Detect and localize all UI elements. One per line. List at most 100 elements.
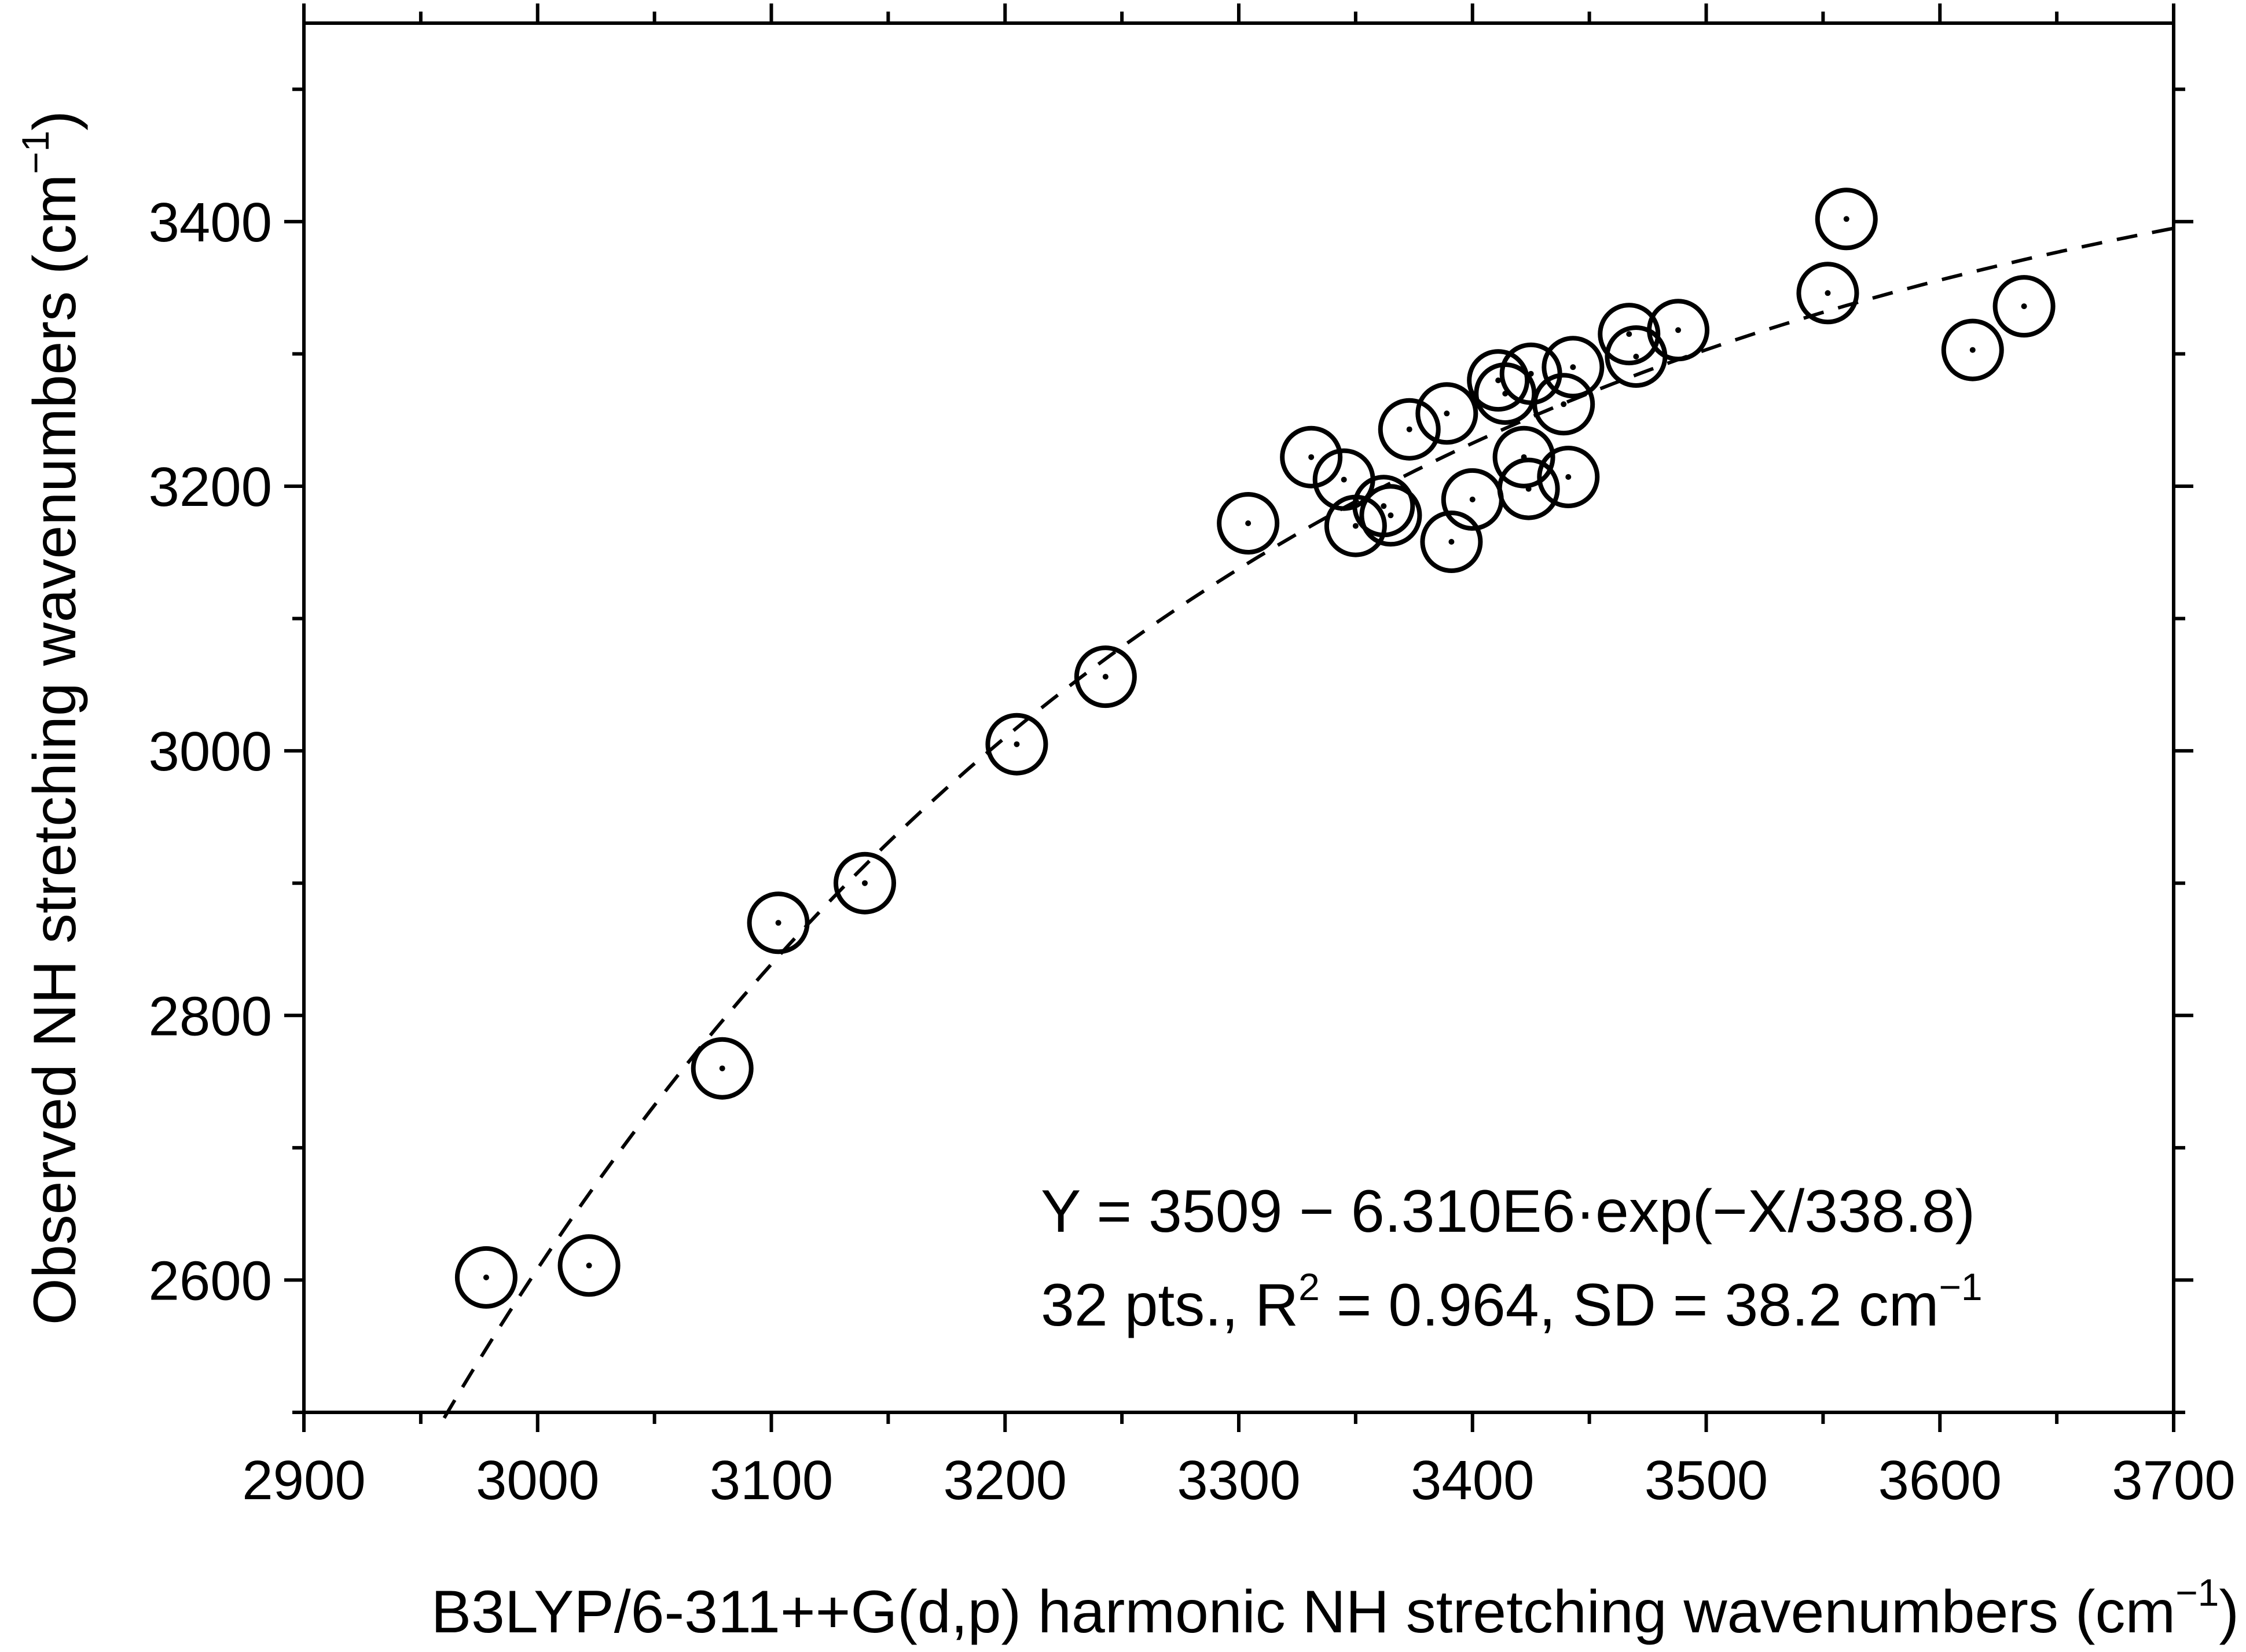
data-point-center [1633,354,1639,359]
data-point-center [1528,370,1534,377]
y-tick-label: 2600 [148,1250,272,1312]
data-point-ring [834,851,896,915]
data-point-ring [1492,425,1555,489]
data-point [1420,511,1483,573]
x-axis-title: B3LYP/6-311++G(d,p) harmonic NH stretchi… [431,1571,2239,1646]
data-point-ring [1280,425,1343,489]
data-point [1815,188,1878,251]
data-point-ring [1467,349,1530,412]
data-point-center [1406,426,1412,432]
data-point [1415,382,1478,445]
data-point-ring [985,713,1048,776]
data-point-center [862,880,868,886]
data-point-center [2021,303,2027,310]
data-point-center [1381,503,1387,509]
data-point [454,1246,518,1309]
x-tick-label: 3200 [943,1449,1067,1511]
data-point-ring [1815,188,1878,251]
data-point-ring [1542,336,1605,399]
data-point-center [775,920,781,926]
data-point-ring [557,1234,621,1297]
y-axis-title: Observed NH stretching wavenumbers (cm−1… [14,111,89,1325]
data-point [1280,425,1343,489]
x-tick-label: 3600 [1878,1449,2002,1511]
data-point-center [1969,347,1976,353]
data-point-center [1525,486,1532,492]
data-point-center [1825,290,1831,296]
data-point-center [1444,410,1450,417]
data-point-ring [1420,511,1483,573]
y-tick-label: 2800 [148,985,272,1047]
data-point-center [1245,520,1252,526]
data-point-ring [1537,446,1600,508]
data-point [985,713,1048,776]
data-point-center [483,1274,489,1280]
data-point-center [1495,377,1502,384]
data-point [834,851,896,915]
data-point-ring [1415,382,1478,445]
data-point [1074,645,1137,708]
data-point-center [1352,523,1359,529]
data-point-ring [1352,475,1415,538]
data-point [1537,446,1600,508]
data-point-center [1561,401,1567,408]
data-point [1542,336,1605,399]
x-tick-label: 3300 [1177,1449,1301,1511]
data-point-center [1341,476,1347,483]
data-point [1605,325,1668,388]
data-point-ring [1941,318,2004,381]
data-point-center [1626,331,1632,337]
y-tick-label: 3200 [148,456,272,518]
data-point [1992,275,2056,338]
data-point [1796,262,1859,325]
data-point-center [1675,327,1682,333]
data-point-ring [1796,262,1859,325]
data-point-ring [1598,303,1661,366]
data-point-center [586,1262,592,1269]
x-tick-label: 3400 [1411,1449,1535,1511]
data-point-center [1014,741,1020,747]
data-point-center [1308,454,1315,460]
data-point [1497,457,1560,520]
data-point [691,1037,754,1100]
data-point-ring [1497,457,1560,520]
data-point-center [1388,512,1394,519]
data-point-ring [1378,398,1441,461]
data-point-ring [454,1246,518,1309]
data-point [1378,398,1441,461]
axis-tick-labels: 2900 3000 3100 3200 3300 3400 3500 3600 3700 2600… [148,192,2235,1511]
data-point-ring [1647,299,1710,362]
data-point-ring [1532,373,1595,436]
data-point-ring [1992,275,2056,338]
data-point [557,1234,621,1297]
data-point-ring [1074,645,1137,708]
data-point [747,891,810,955]
data-point-center [1102,674,1109,680]
data-point-center [1570,364,1576,370]
x-tick-label: 3700 [2112,1449,2236,1511]
data-point-ring [691,1037,754,1100]
data-point-ring [747,891,810,955]
x-tick-label: 3500 [1645,1449,1768,1511]
data-point-center [1448,539,1455,545]
data-point-center [1843,216,1849,222]
data-point-ring [1217,492,1280,555]
data-point [1941,318,2004,381]
data-point-ring [1359,484,1422,547]
y-tick-label: 3000 [148,721,272,783]
data-point [1217,492,1280,555]
data-point-center [1469,496,1476,502]
axis-ticks [284,3,2193,1432]
x-tick-label: 2900 [242,1449,366,1511]
data-point-center [1565,474,1572,480]
data-point [1352,475,1415,538]
x-tick-label: 3100 [710,1449,834,1511]
data-point [1359,484,1422,547]
y-tick-label: 3400 [148,192,272,254]
data-points [454,188,2056,1309]
data-point [1598,303,1661,366]
fit-statistics-annotation: 32 pts., R2 = 0.964, SD = 38.2 cm−1 [1041,1265,1983,1339]
data-point [1532,373,1595,436]
fit-curve [442,226,2174,1419]
